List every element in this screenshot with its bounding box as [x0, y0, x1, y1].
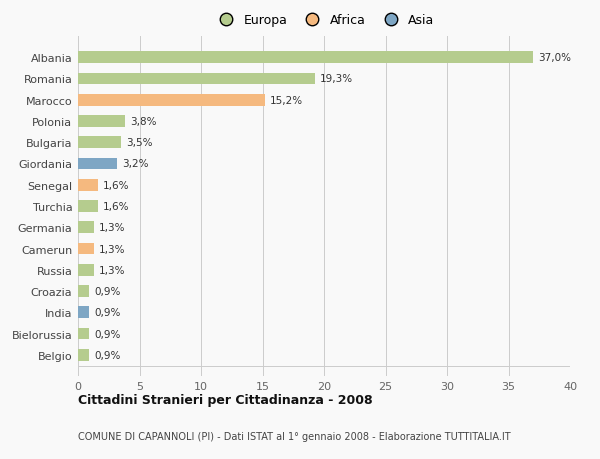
- Text: 0,9%: 0,9%: [94, 286, 121, 297]
- Text: 1,3%: 1,3%: [99, 223, 125, 233]
- Bar: [78, 179, 98, 191]
- Text: 1,3%: 1,3%: [99, 244, 125, 254]
- Bar: [78, 137, 121, 149]
- Bar: [78, 243, 94, 255]
- Text: 1,3%: 1,3%: [99, 265, 125, 275]
- Text: 15,2%: 15,2%: [270, 95, 303, 106]
- Bar: [78, 73, 316, 85]
- Bar: [78, 222, 94, 234]
- Bar: [78, 95, 265, 106]
- Text: 19,3%: 19,3%: [320, 74, 353, 84]
- Bar: [78, 201, 98, 213]
- Text: 1,6%: 1,6%: [103, 202, 129, 212]
- Bar: [78, 264, 94, 276]
- Text: 0,9%: 0,9%: [94, 308, 121, 318]
- Bar: [78, 52, 533, 64]
- Legend: Europa, Africa, Asia: Europa, Africa, Asia: [209, 9, 439, 32]
- Bar: [78, 285, 89, 297]
- Text: 3,5%: 3,5%: [126, 138, 152, 148]
- Text: 3,2%: 3,2%: [122, 159, 149, 169]
- Bar: [78, 349, 89, 361]
- Text: 3,8%: 3,8%: [130, 117, 156, 127]
- Bar: [78, 307, 89, 319]
- Bar: [78, 328, 89, 340]
- Text: 0,9%: 0,9%: [94, 350, 121, 360]
- Text: COMUNE DI CAPANNOLI (PI) - Dati ISTAT al 1° gennaio 2008 - Elaborazione TUTTITAL: COMUNE DI CAPANNOLI (PI) - Dati ISTAT al…: [78, 431, 511, 441]
- Text: 1,6%: 1,6%: [103, 180, 129, 190]
- Text: Cittadini Stranieri per Cittadinanza - 2008: Cittadini Stranieri per Cittadinanza - 2…: [78, 393, 373, 406]
- Bar: [78, 116, 125, 128]
- Text: 37,0%: 37,0%: [538, 53, 571, 63]
- Bar: [78, 158, 118, 170]
- Text: 0,9%: 0,9%: [94, 329, 121, 339]
